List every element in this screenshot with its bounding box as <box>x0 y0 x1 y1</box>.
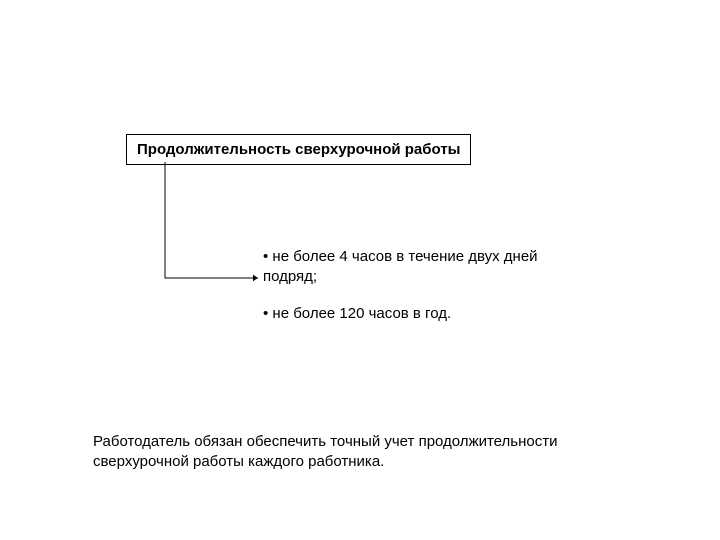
bullet-list: • не более 4 часов в течение двух дней п… <box>263 247 583 342</box>
footer-text: Работодатель обязан обеспечить точный уч… <box>93 432 633 471</box>
bullet-item: • не более 120 часов в год. <box>263 304 583 324</box>
bullet-item: • не более 4 часов в течение двух дней п… <box>263 247 583 286</box>
title-box: Продолжительность сверхурочной работы <box>126 134 471 165</box>
